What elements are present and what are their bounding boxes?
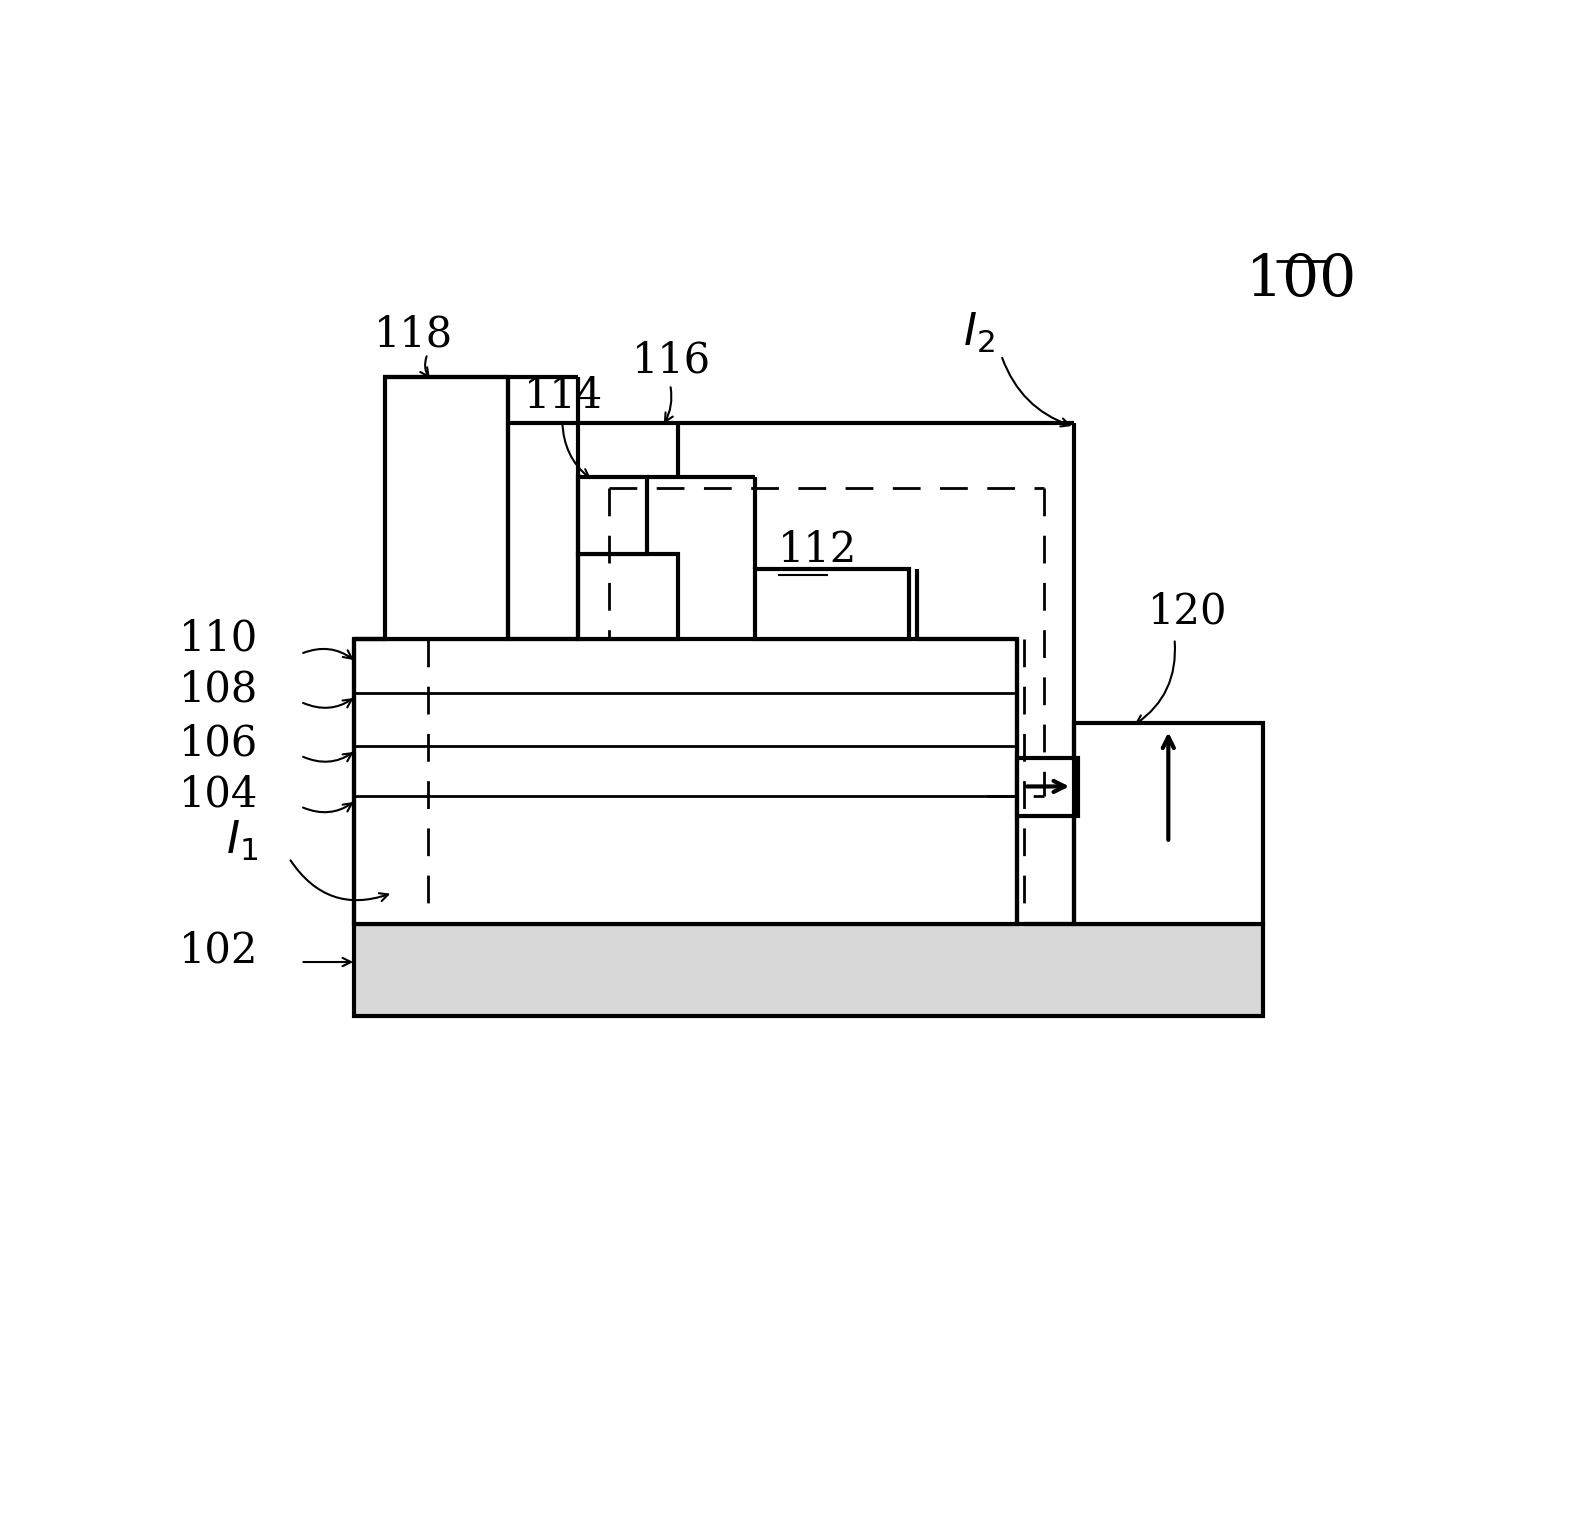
Bar (354, 923, 1262, 1015)
Text: 106: 106 (179, 722, 258, 765)
Bar (755, 570, 909, 639)
Text: 102: 102 (179, 929, 258, 971)
Text: 100: 100 (1247, 252, 1357, 309)
Bar (1074, 723, 1262, 923)
Text: $I_1$: $I_1$ (226, 819, 258, 863)
Bar (578, 554, 678, 639)
Bar (1017, 757, 1078, 816)
Text: 110: 110 (179, 617, 258, 659)
Text: 112: 112 (778, 528, 857, 570)
Bar (578, 476, 648, 554)
Text: 104: 104 (179, 774, 258, 816)
Text: 120: 120 (1148, 590, 1228, 633)
Text: 118: 118 (374, 313, 453, 355)
Text: 116: 116 (632, 339, 711, 382)
Text: 114: 114 (523, 375, 604, 416)
Text: $I_2$: $I_2$ (962, 310, 995, 355)
Text: 108: 108 (179, 668, 258, 711)
Bar (354, 639, 1017, 923)
Bar (385, 376, 508, 639)
